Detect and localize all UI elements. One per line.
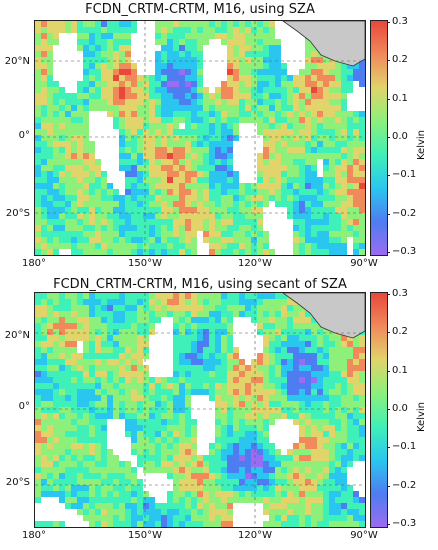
lon-tick-label: 90°W — [350, 258, 378, 269]
colorbar-tick-label: 0.1 — [392, 92, 408, 104]
lat-tick-label: 20°S — [5, 477, 30, 488]
data-field — [35, 293, 365, 527]
colorbar-tick-mark — [387, 370, 390, 372]
difference-map — [35, 21, 365, 255]
colorbar-label: Kelvin — [416, 129, 427, 160]
colorbar-tick-mark — [387, 252, 390, 253]
colorbar-tick-mark — [387, 22, 390, 23]
data-field — [35, 21, 365, 255]
map-plot-area — [34, 20, 366, 256]
colorbar-tick-mark — [387, 213, 390, 215]
difference-map — [35, 293, 365, 527]
colorbar-tick-mark — [387, 137, 390, 138]
lat-tick-label: 20°N — [4, 330, 30, 341]
panel-title: FCDN_CRTM-CRTM, M16, using SZA — [85, 2, 315, 17]
panel-title: FCDN_CRTM-CRTM, M16, using secant of SZA — [53, 277, 347, 292]
colorbar-tick-label: 0.2 — [392, 54, 408, 66]
colorbar-tick-label: 0.0 — [392, 403, 408, 414]
colorbar-tick-mark — [387, 175, 390, 177]
lat-tick-label: 20°S — [5, 208, 30, 219]
colorbar-tick-mark — [387, 98, 390, 100]
lon-tick-label: 90°W — [350, 530, 378, 541]
colorbar-tick-mark — [387, 294, 390, 295]
colorbar-tick-label: 0.3 — [392, 16, 408, 27]
colorbar — [370, 292, 388, 528]
lon-tick-label: 120°W — [238, 258, 272, 269]
lon-tick-label: 150°W — [128, 258, 162, 269]
colorbar-tick-mark — [387, 524, 390, 525]
colorbar — [370, 20, 388, 256]
colorbar-tick-label: 0.2 — [392, 326, 408, 338]
lat-tick-label: 0° — [18, 401, 30, 412]
colorbar-tick-mark — [387, 332, 390, 334]
colorbar-tick-mark — [387, 60, 390, 62]
lat-tick-label: 0° — [18, 130, 30, 141]
colorbar-tick-label: −0.3 — [392, 246, 417, 257]
colorbar-tick-mark — [387, 447, 390, 449]
colorbar-tick-mark — [387, 485, 390, 487]
colorbar-tick-label: −0.3 — [392, 518, 417, 529]
colorbar-tick-label: −0.1 — [392, 169, 417, 181]
colorbar-tick-mark — [387, 409, 390, 410]
map-panel-sza: FCDN_CRTM-CRTM, M16, using SZA 20°N 0° 2… — [4, 2, 427, 269]
colorbar-tick-label: −0.2 — [392, 207, 417, 219]
lon-tick-label: 180° — [21, 258, 47, 269]
lon-tick-label: 120°W — [238, 530, 272, 541]
lat-tick-label: 20°N — [4, 56, 30, 67]
colorbar-tick-label: −0.1 — [392, 441, 417, 453]
colorbar-tick-label: −0.2 — [392, 479, 417, 491]
map-plot-area — [34, 292, 366, 528]
colorbar-tick-label: 0.0 — [392, 131, 408, 142]
colorbar-tick-label: 0.3 — [392, 288, 408, 299]
lon-tick-label: 150°W — [128, 530, 162, 541]
lon-tick-label: 180° — [21, 530, 47, 541]
colorbar-tick-label: 0.1 — [392, 364, 408, 376]
colorbar-label: Kelvin — [416, 401, 427, 432]
map-panel-secant-sza: FCDN_CRTM-CRTM, M16, using secant of SZA… — [0, 275, 438, 550]
